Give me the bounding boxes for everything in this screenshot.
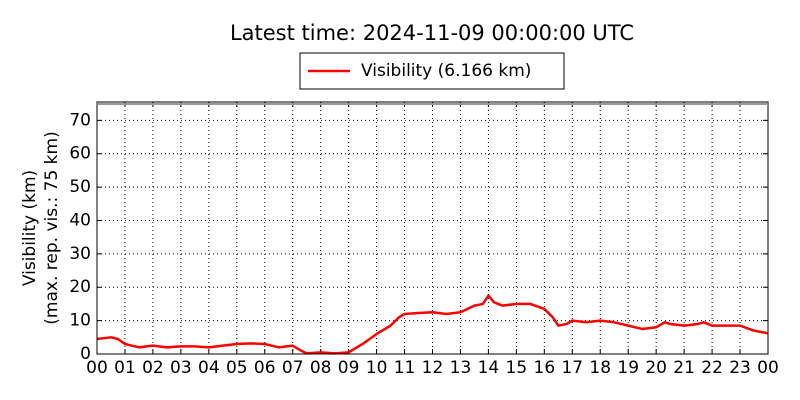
x-tick-label: 19 [617,358,639,378]
x-tick-label: 14 [478,358,500,378]
y-tick-label: 50 [69,177,91,197]
y-axis-label: Visibility (km) [20,170,40,286]
x-tick-label: 18 [589,358,611,378]
x-tick-label: 05 [226,358,248,378]
x-tick-label: 21 [673,358,695,378]
x-tick-label: 16 [534,358,556,378]
x-tick-label: 08 [310,358,332,378]
data-line [96,294,769,355]
y-tick-label: 40 [69,210,91,230]
y-tick-label: 70 [69,110,91,130]
x-tick-label: 03 [170,358,192,378]
x-tick-label: 10 [366,358,388,378]
x-tick-label: 15 [506,358,528,378]
y-tick-label: 10 [69,311,91,331]
x-tick-label: 12 [422,358,444,378]
y-tick-label: 20 [69,277,91,297]
chart-title: Latest time: 2024-11-09 00:00:00 UTC [230,21,634,45]
x-tick-label: 09 [338,358,360,378]
legend: Visibility (6.166 km) [299,52,565,90]
plot-frame [96,101,769,355]
x-tick-label: 07 [282,358,304,378]
y-tick-label: 0 [80,344,91,364]
y-tick-label: 60 [69,144,91,164]
y-tick-label: 30 [69,244,91,264]
x-tick-label: 20 [645,358,667,378]
x-tick-label: 06 [254,358,276,378]
x-tick-label: 13 [450,358,472,378]
x-tick-label: 23 [729,358,751,378]
x-tick-label: 02 [142,358,164,378]
x-tick-label: 22 [701,358,723,378]
x-tick-label: 17 [561,358,583,378]
x-tick-label: 04 [198,358,220,378]
legend-label: Visibility (6.166 km) [361,61,531,81]
x-tick-label: 01 [114,358,136,378]
y-axis-label: (max. rep. vis.: 75 km) [42,131,62,324]
x-tick-label: 00 [86,358,108,378]
x-tick-label: 00 [757,358,779,378]
x-tick-label: 11 [394,358,416,378]
